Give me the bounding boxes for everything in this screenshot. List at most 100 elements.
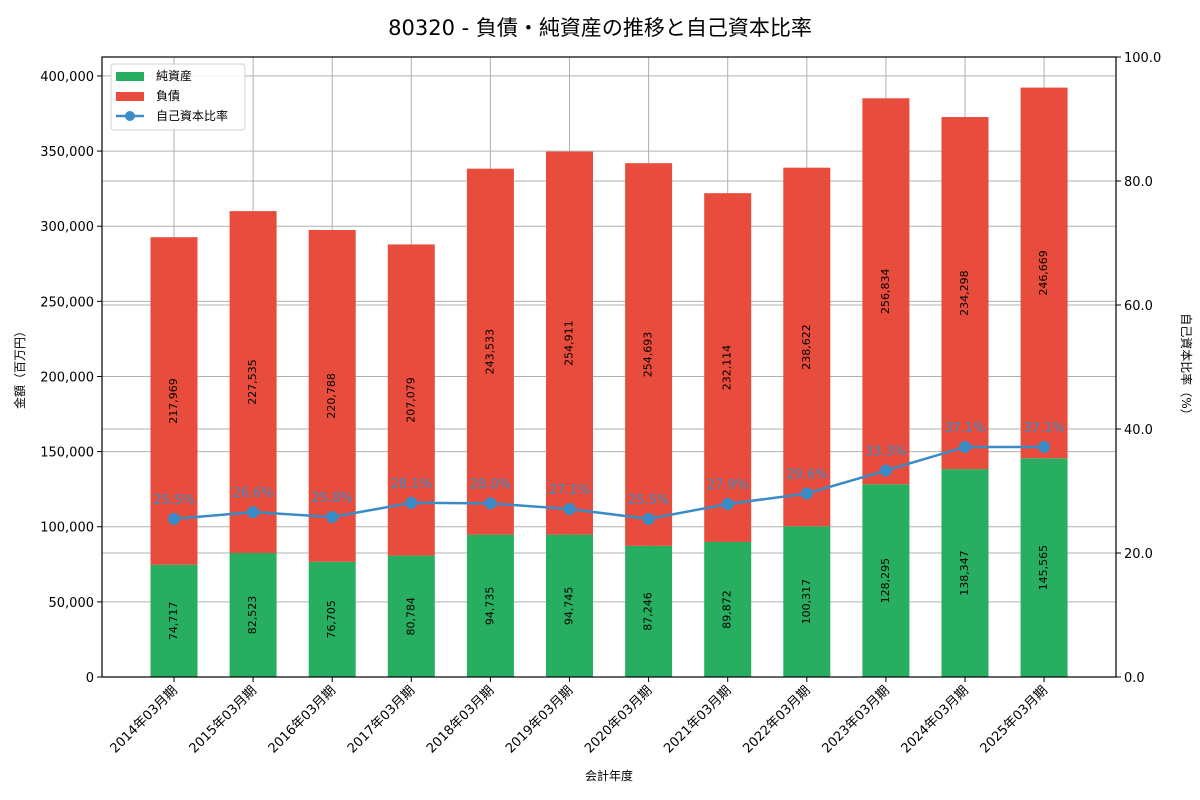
liabilities-bar <box>783 167 831 527</box>
ratio-value-label: 26.6% <box>232 486 273 501</box>
net-assets-value-label: 100,317 <box>800 579 813 625</box>
liabilities-value-label: 232,114 <box>721 345 734 391</box>
legend-label: 自己資本比率 <box>156 108 228 123</box>
liabilities-bar <box>229 211 277 553</box>
right-tick-label: 100.0 <box>1124 51 1161 66</box>
net-assets-bar <box>862 484 910 677</box>
liabilities-value-label: 256,834 <box>879 268 892 314</box>
ratio-point-marker <box>959 440 971 453</box>
ratio-value-label: 37.1% <box>1023 421 1064 436</box>
liabilities-bar <box>862 98 910 485</box>
left-tick-label: 50,000 <box>49 596 95 611</box>
net-assets-value-label: 94,735 <box>483 587 496 626</box>
ratio-line-series: 25.5% 26.6% 25.8% 28.1% 28.0% 27.1% 25.5% 27.9%… <box>153 421 1065 525</box>
ratio-value-label: 28.1% <box>391 477 432 492</box>
left-tick-label: 400,000 <box>40 70 94 85</box>
x-tick-label: 2024年03月期 <box>899 683 972 756</box>
net-assets-value-label: 82,523 <box>246 596 259 635</box>
left-tick-label: 0 <box>86 671 94 686</box>
legend-swatch <box>116 92 144 101</box>
x-tick-label: 2015年03月期 <box>187 683 260 756</box>
liabilities-value-label: 254,911 <box>563 320 576 366</box>
ratio-value-label: 29.6% <box>786 467 827 482</box>
net-assets-bar <box>229 552 277 677</box>
left-axis-title: 金額（百万円） <box>12 325 27 409</box>
liabilities-bar <box>466 168 514 535</box>
net-assets-value-label: 74,717 <box>167 602 180 641</box>
ratio-value-label: 25.5% <box>153 493 194 508</box>
ratio-value-label: 28.0% <box>470 477 511 492</box>
liabilities-value-label: 238,622 <box>800 324 813 370</box>
liabilities-value-label: 243,533 <box>483 329 496 375</box>
liabilities-value-label: 246,669 <box>1037 250 1050 296</box>
legend-label: 純資産 <box>156 68 192 83</box>
legend-swatch <box>116 72 144 81</box>
ratio-point-marker <box>800 487 813 500</box>
left-y-axis: 0 50,000 100,000 150,000 200,000 250,000 300,0… <box>40 70 102 686</box>
liabilities-value-label: 234,298 <box>958 270 971 316</box>
ratio-value-label: 33.3% <box>865 445 906 460</box>
right-y-axis: 0.0 20.0 40.0 60.0 80.0 100.0 <box>1116 51 1161 686</box>
net-assets-bar <box>308 561 356 677</box>
legend-label: 負債 <box>156 88 180 103</box>
liabilities-bar <box>625 163 673 546</box>
right-tick-label: 40.0 <box>1124 423 1153 438</box>
ratio-value-label: 27.9% <box>707 478 748 493</box>
net-assets-bar <box>625 545 673 677</box>
ratio-value-label: 25.8% <box>312 491 353 506</box>
x-tick-label: 2019年03月期 <box>503 683 576 756</box>
liabilities-bar <box>704 193 752 542</box>
right-axis-title: 自己資本比率（%） <box>1179 313 1194 420</box>
bar-value-labels: 74,717 217,969 82,523 227,535 76,705 220,788 8… <box>167 250 1050 640</box>
ratio-point-marker <box>879 464 892 477</box>
x-axis: 2014年03月期 2015年03月期 2016年03月期 2017年03月期 2018… <box>108 677 1051 757</box>
net-assets-value-label: 87,246 <box>642 592 655 631</box>
left-tick-label: 150,000 <box>40 446 94 461</box>
x-tick-label: 2022年03月期 <box>740 683 813 756</box>
x-tick-label: 2021年03月期 <box>661 683 734 756</box>
liabilities-bar <box>941 117 989 470</box>
net-assets-bar <box>941 469 989 677</box>
right-tick-label: 20.0 <box>1124 547 1153 562</box>
net-assets-bar <box>783 526 831 677</box>
bar-series <box>150 87 1068 677</box>
ratio-point-marker <box>642 512 655 525</box>
ratio-point-marker <box>563 502 576 515</box>
net-assets-value-label: 80,784 <box>404 597 417 636</box>
ratio-value-label: 37.1% <box>944 421 985 436</box>
left-tick-label: 250,000 <box>40 295 94 310</box>
liabilities-value-label: 207,079 <box>404 377 417 423</box>
ratio-point-marker <box>405 496 418 509</box>
net-assets-bar <box>546 534 593 677</box>
ratio-point-marker <box>168 512 180 525</box>
plot-frame <box>101 56 1117 678</box>
x-axis-title: 会計年度 <box>585 768 633 783</box>
liabilities-value-label: 217,969 <box>167 378 180 424</box>
right-tick-label: 0.0 <box>1124 671 1145 686</box>
x-tick-label: 2018年03月期 <box>424 683 497 756</box>
liabilities-value-label: 220,788 <box>325 373 338 419</box>
left-tick-label: 300,000 <box>40 220 94 235</box>
chart-title: 80320 - 負債・純資産の推移と自己資本比率 <box>388 16 812 40</box>
liabilities-value-label: 254,693 <box>642 332 655 378</box>
liabilities-bar <box>546 151 593 535</box>
net-assets-value-label: 76,705 <box>325 600 338 639</box>
net-assets-value-label: 94,745 <box>563 587 576 626</box>
x-tick-label: 2020年03月期 <box>582 683 655 756</box>
net-assets-bar <box>387 555 435 677</box>
net-assets-value-label: 89,872 <box>721 590 734 629</box>
x-tick-label: 2017年03月期 <box>345 683 418 756</box>
left-tick-label: 350,000 <box>40 145 94 160</box>
right-tick-label: 80.0 <box>1124 175 1153 190</box>
right-tick-label: 60.0 <box>1124 299 1153 314</box>
x-tick-label: 2025年03月期 <box>978 683 1051 756</box>
left-tick-label: 100,000 <box>40 521 94 536</box>
left-tick-label: 200,000 <box>40 370 94 385</box>
ratio-value-label: 27.1% <box>549 483 590 498</box>
liabilities-bar <box>1020 87 1068 459</box>
net-assets-value-label: 138,347 <box>958 550 971 596</box>
liabilities-bar <box>150 237 198 565</box>
net-assets-bar <box>150 564 198 677</box>
